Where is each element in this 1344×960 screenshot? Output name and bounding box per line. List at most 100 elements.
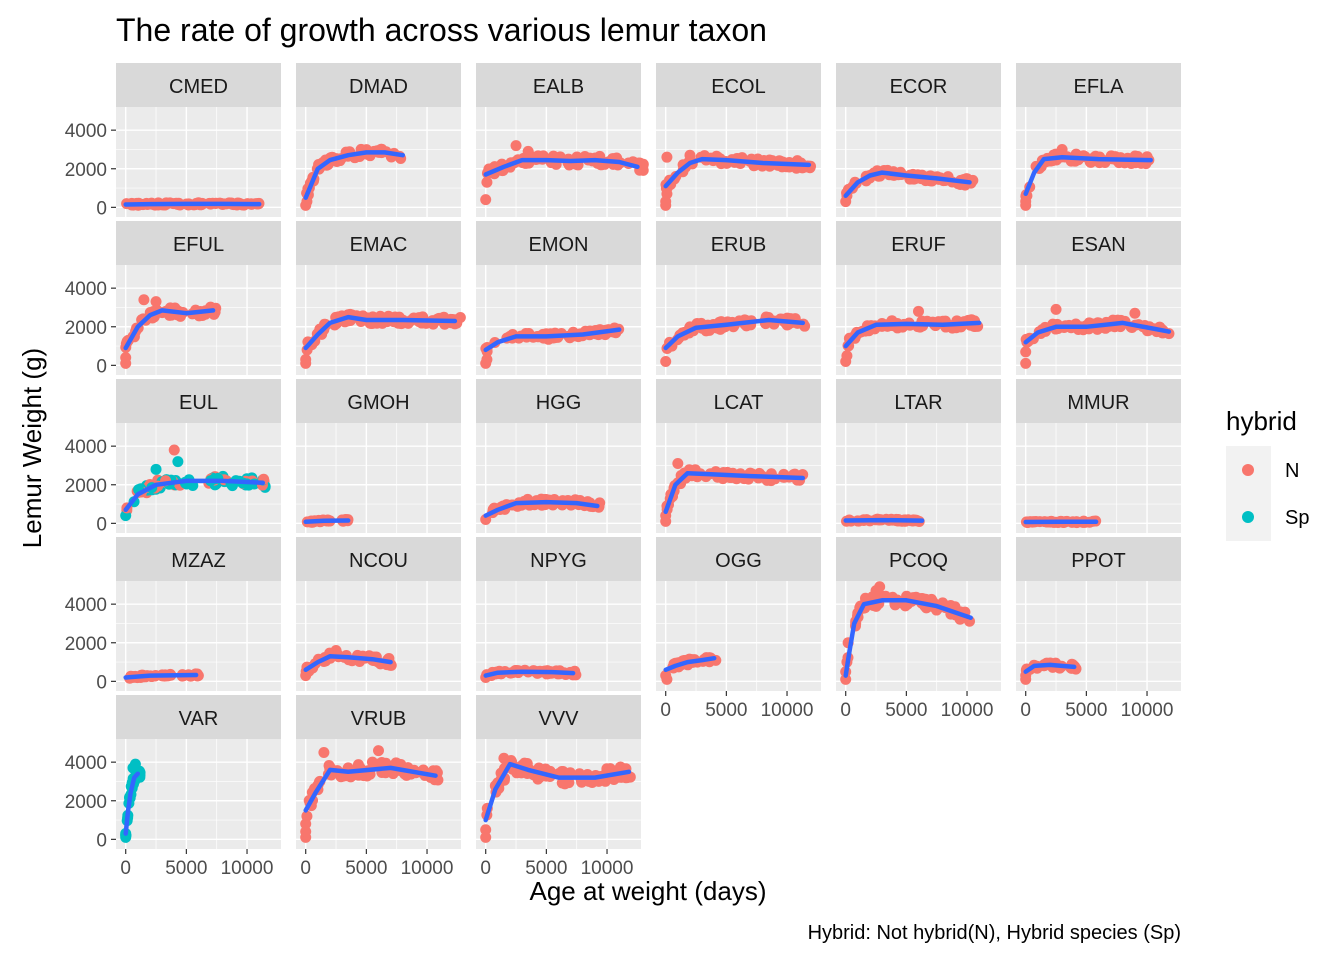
facet-strip-label: MMUR	[1067, 392, 1129, 414]
y-tick-label: 4000	[65, 753, 107, 774]
smooth-line	[483, 157, 640, 177]
facet-strip-label: HGG	[536, 392, 582, 414]
smooth-line	[1023, 154, 1153, 197]
x-tick-label: 5000	[1065, 700, 1107, 721]
facet-strip	[116, 63, 281, 107]
facet-strip-label: EUL	[179, 392, 218, 414]
facet-strip	[476, 63, 641, 107]
facet-background	[1016, 423, 1181, 533]
facet-strip	[836, 379, 1001, 423]
chart-title: The rate of growth across various lemur …	[116, 12, 767, 48]
y-tick-label: 4000	[65, 437, 107, 458]
y-tick-label: 4000	[65, 121, 107, 142]
data-point	[480, 824, 492, 836]
data-point	[1056, 143, 1068, 155]
data-point	[1020, 346, 1032, 358]
x-tick-label: 10000	[401, 858, 454, 879]
facet-strip	[116, 695, 281, 739]
facet-pcoq: PCOQ 0 5000 10000	[836, 537, 1001, 721]
smooth-line	[303, 518, 351, 525]
x-axis-title: Age at weight (days)	[529, 876, 766, 906]
facet-strip-label: ESAN	[1071, 234, 1125, 256]
legend: hybrid N Sp	[1226, 406, 1309, 541]
y-axis-title: Lemur Weight (g)	[17, 348, 47, 548]
data-point	[510, 140, 522, 152]
facet-strip	[476, 537, 641, 581]
x-tick-label: 10000	[221, 858, 274, 879]
x-tick-label: 5000	[705, 700, 747, 721]
legend-key-sp	[1242, 511, 1254, 523]
data-point	[172, 456, 184, 468]
smooth-line	[843, 517, 925, 523]
data-point	[498, 752, 510, 764]
data-point	[480, 831, 492, 843]
smooth-line	[843, 170, 972, 199]
facet-emac: EMAC	[296, 221, 466, 375]
data-point	[120, 352, 132, 364]
data-point	[300, 354, 312, 366]
facet-eful: EFUL 0 2000 4000	[65, 221, 281, 377]
smooth-line	[123, 672, 199, 680]
y-tick-label: 4000	[65, 595, 107, 616]
facet-background	[476, 265, 641, 375]
data-point	[150, 296, 162, 308]
data-point	[1020, 670, 1032, 682]
y-tick-label: 2000	[65, 318, 107, 339]
data-point	[672, 458, 684, 470]
legend-key-background	[1226, 446, 1271, 541]
smooth-line	[1023, 662, 1077, 674]
facet-dmad: DMAD	[296, 63, 461, 217]
data-point	[841, 350, 853, 362]
data-point	[150, 463, 162, 475]
facet-background	[296, 581, 461, 691]
data-point	[913, 305, 924, 317]
facet-strip-label: GMOH	[347, 392, 409, 414]
data-point	[559, 778, 571, 790]
smooth-line	[303, 654, 393, 673]
x-tick-label: 0	[840, 700, 851, 721]
smooth-line	[303, 314, 458, 351]
data-point	[661, 188, 673, 200]
facet-vrub: VRUB 0 5000 10000	[296, 695, 461, 879]
x-tick-label: 5000	[345, 858, 387, 879]
x-tick-label: 10000	[1121, 700, 1174, 721]
facet-strip-label: CMED	[169, 76, 228, 98]
facet-background	[836, 107, 1001, 217]
facet-ealb: EALB	[476, 63, 649, 217]
y-tick-label: 0	[96, 198, 107, 219]
facet-strip-label: VVV	[538, 708, 579, 730]
data-point	[127, 762, 139, 774]
data-point	[660, 510, 672, 522]
data-point	[330, 644, 342, 656]
data-point	[168, 444, 180, 456]
data-point	[1020, 357, 1032, 369]
facet-strip	[116, 379, 281, 423]
smooth-line	[303, 150, 406, 200]
data-point	[300, 670, 312, 682]
facet-strip-label: VRUB	[351, 708, 407, 730]
smooth-line	[303, 765, 438, 813]
facet-strip-label: PCOQ	[889, 550, 948, 572]
facet-gmoh: GMOH	[296, 379, 461, 533]
facet-ltar: LTAR	[836, 379, 1001, 533]
facet-strip-label: MZAZ	[171, 550, 225, 572]
x-tick-label: 10000	[761, 700, 814, 721]
facet-strip	[476, 221, 641, 265]
facet-strip-label: ECOR	[890, 76, 948, 98]
facet-cmed: CMED 0 2000 4000	[65, 63, 281, 219]
facet-strip	[296, 63, 461, 107]
x-tick-label: 0	[120, 858, 131, 879]
facet-strip	[1016, 537, 1181, 581]
smooth-line	[663, 317, 806, 351]
facet-strip	[656, 379, 821, 423]
x-tick-label: 10000	[941, 700, 994, 721]
smooth-line	[663, 470, 806, 515]
smooth-line	[1023, 320, 1172, 345]
facet-strip	[296, 695, 461, 739]
facet-strip	[1016, 379, 1181, 423]
facet-ogg: OGG 0 5000 10000	[656, 537, 821, 721]
facet-mmur: MMUR	[1016, 379, 1181, 533]
facet-panels: CMED 0 2000 4000 DMAD EALB ECOL ECOR EFLA EFUL 0 20…	[65, 63, 1181, 879]
facet-efla: EFLA	[1016, 63, 1181, 217]
y-tick-label: 0	[96, 672, 107, 693]
